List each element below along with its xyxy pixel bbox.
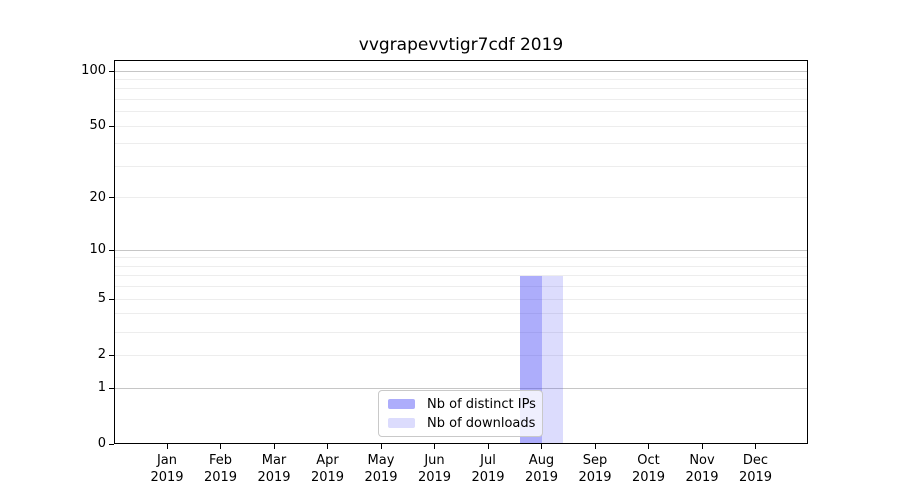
y-tick-label: 2 bbox=[97, 347, 106, 363]
y-tick-label: 20 bbox=[89, 189, 106, 205]
x-tick-mark bbox=[434, 444, 435, 449]
x-tick-year: 2019 bbox=[150, 470, 184, 485]
x-tick-mark bbox=[273, 444, 275, 449]
x-tick-month: Feb bbox=[208, 453, 233, 468]
y-tick-mark bbox=[109, 70, 114, 72]
gridline-minor bbox=[114, 265, 808, 267]
x-tick-month: Jul bbox=[480, 453, 496, 468]
x-tick-year: 2019 bbox=[417, 470, 452, 485]
x-tick-mark bbox=[648, 444, 649, 449]
x-tick-label: Sep 2019 bbox=[560, 452, 630, 486]
legend-swatch-distinct-ips bbox=[388, 399, 415, 409]
gridline-major bbox=[114, 249, 808, 251]
y-tick-mark bbox=[109, 387, 114, 389]
x-tick-year: 2019 bbox=[471, 470, 505, 485]
legend-label: Nb of downloads bbox=[427, 415, 536, 431]
x-tick-mark bbox=[487, 444, 489, 449]
x-tick-label: Aug 2019 bbox=[507, 452, 577, 486]
x-tick-year: 2019 bbox=[310, 470, 345, 485]
x-tick-year: 2019 bbox=[631, 470, 666, 485]
x-tick-month: Oct bbox=[637, 453, 660, 468]
x-tick-year: 2019 bbox=[524, 470, 559, 485]
x-tick-mark bbox=[327, 444, 328, 449]
legend: Nb of distinct IPs Nb of downloads bbox=[378, 390, 543, 437]
gridline-minor bbox=[114, 143, 808, 145]
y-tick-label: 10 bbox=[89, 242, 106, 258]
x-tick-month: Nov bbox=[689, 453, 715, 468]
gridline-minor bbox=[114, 88, 808, 90]
y-tick-label: 100 bbox=[81, 63, 106, 78]
x-tick-month: Mar bbox=[261, 453, 287, 468]
y-tick-label: 0 bbox=[97, 436, 106, 451]
gridline-minor bbox=[114, 99, 808, 100]
legend-label: Nb of distinct IPs bbox=[427, 396, 536, 412]
x-tick-label: Oct 2019 bbox=[614, 452, 684, 486]
y-tick-mark bbox=[109, 197, 114, 199]
x-tick-year: 2019 bbox=[738, 470, 773, 485]
x-tick-year: 2019 bbox=[578, 470, 612, 485]
x-tick-month: Dec bbox=[742, 453, 769, 468]
x-tick-month: Apr bbox=[316, 453, 339, 468]
y-tick-mark bbox=[109, 249, 114, 251]
gridline-major bbox=[114, 387, 808, 389]
gridline-minor bbox=[114, 257, 808, 259]
x-tick-label: Mar 2019 bbox=[239, 452, 309, 486]
x-tick-mark bbox=[220, 444, 221, 449]
legend-item: Nb of distinct IPs bbox=[388, 396, 536, 412]
x-tick-mark bbox=[701, 444, 703, 449]
x-tick-month: Jan bbox=[156, 453, 178, 468]
x-tick-mark bbox=[755, 444, 756, 449]
plot-area: Nb of distinct IPs Nb of downloads bbox=[114, 60, 808, 444]
x-tick-month: Aug bbox=[528, 453, 555, 468]
x-tick-label: May 2019 bbox=[346, 452, 416, 486]
x-tick-mark bbox=[594, 444, 596, 449]
y-tick-mark bbox=[109, 443, 114, 445]
x-tick-year: 2019 bbox=[685, 470, 719, 485]
x-tick-label: Dec 2019 bbox=[721, 452, 791, 486]
x-tick-month: Sep bbox=[582, 453, 608, 468]
gridline-major bbox=[114, 70, 808, 72]
legend-item: Nb of downloads bbox=[388, 415, 536, 431]
gridline-minor bbox=[114, 111, 808, 113]
gridline-minor bbox=[114, 313, 808, 315]
x-tick-year: 2019 bbox=[257, 470, 291, 485]
x-tick-label: Jun 2019 bbox=[400, 452, 470, 486]
gridline-minor bbox=[114, 286, 808, 288]
gridline-minor bbox=[114, 125, 808, 127]
x-tick-label: Jan 2019 bbox=[132, 452, 202, 486]
x-tick-month: Jun bbox=[424, 453, 445, 468]
x-tick-year: 2019 bbox=[203, 470, 238, 485]
legend-swatch-downloads bbox=[388, 418, 415, 428]
gridline-minor bbox=[114, 166, 808, 167]
gridline-minor bbox=[114, 78, 808, 80]
bar-nb-of-downloads bbox=[541, 275, 563, 444]
y-tick-label: 5 bbox=[97, 291, 106, 307]
y-tick-mark bbox=[109, 354, 114, 356]
y-tick-label: 1 bbox=[97, 380, 106, 395]
gridline-minor bbox=[114, 197, 808, 199]
x-tick-label: Feb 2019 bbox=[186, 452, 256, 486]
gridline-minor bbox=[114, 331, 808, 333]
x-tick-mark bbox=[166, 444, 168, 449]
y-tick-label: 50 bbox=[89, 118, 106, 134]
gridline-minor bbox=[114, 354, 808, 356]
x-tick-mark bbox=[541, 444, 542, 449]
gridline-minor bbox=[114, 275, 808, 277]
x-tick-year: 2019 bbox=[364, 470, 398, 485]
gridline-minor bbox=[114, 298, 808, 300]
x-tick-label: Jul 2019 bbox=[453, 452, 523, 486]
x-tick-mark bbox=[380, 444, 382, 449]
y-tick-mark bbox=[109, 298, 114, 300]
y-tick-mark bbox=[109, 125, 114, 127]
x-tick-label: Apr 2019 bbox=[293, 452, 363, 486]
x-tick-month: May bbox=[367, 453, 395, 468]
chart-title: vvgrapevvtigr7cdf 2019 bbox=[358, 35, 564, 55]
x-tick-label: Nov 2019 bbox=[667, 452, 737, 486]
